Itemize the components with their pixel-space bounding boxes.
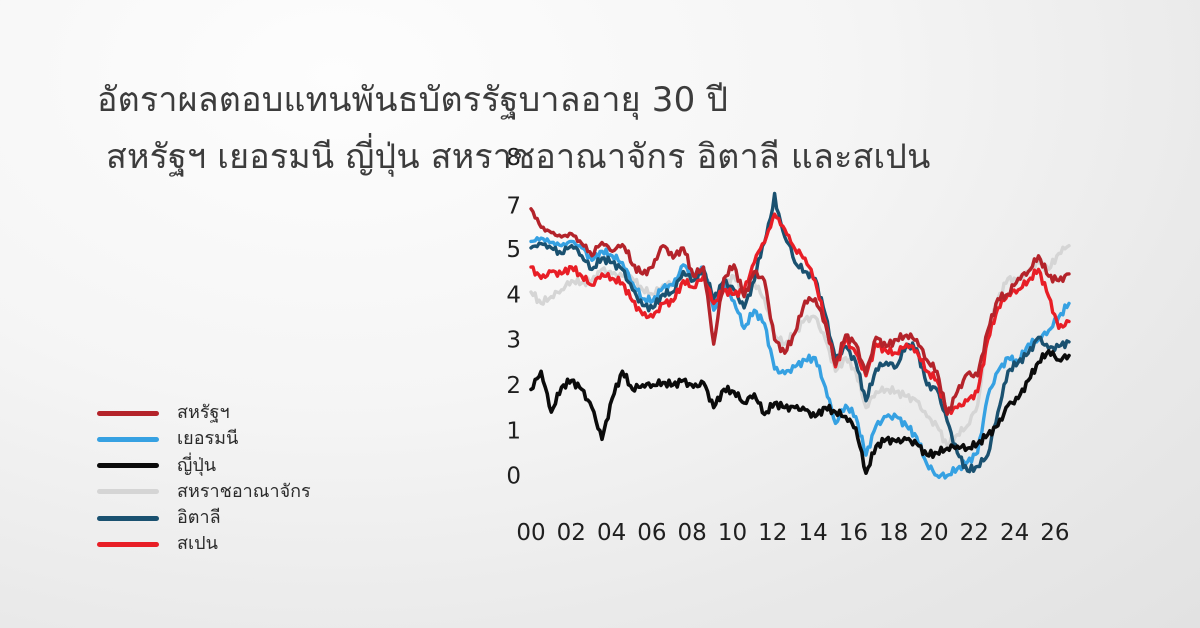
legend-item-us: สหรัฐฯ (97, 404, 311, 422)
japan-line-swatch (97, 463, 159, 469)
chart-title: อัตราผลตอบแทนพันธบัตรรัฐบาลอายุ 30 ปี สห… (97, 72, 931, 186)
y-axis-tick-7: 7 (506, 194, 521, 220)
chart-subtitle-countries: สหรัฐฯ เยอรมนี ญี่ปุ่น สหราชอาณาจักร อิต… (106, 137, 931, 177)
legend-label-spain: สเปน (177, 533, 218, 555)
x-axis-tick-24: 24 (1000, 520, 1029, 546)
x-axis-tick-20: 20 (919, 520, 948, 546)
x-axis-tick-12: 12 (758, 520, 787, 546)
italy-line-swatch (97, 515, 159, 521)
y-axis-tick-4: 4 (506, 282, 521, 308)
legend-item-germany: เยอรมนี (97, 430, 311, 448)
x-axis-tick-02: 02 (557, 520, 586, 546)
legend-item-uk: สหราชอาณาจักร (97, 480, 311, 502)
x-axis-tick-16: 16 (839, 520, 868, 546)
x-axis-tick-08: 08 (678, 520, 707, 546)
x-axis-tick-18: 18 (879, 520, 908, 546)
x-axis-tick-22: 22 (960, 520, 989, 546)
y-axis-tick-3: 3 (506, 328, 521, 354)
chart-title-line1: อัตราผลตอบแทนพันธบัตรรัฐบาลอายุ 30 ปี (97, 80, 729, 120)
legend-item-italy: อิตาลี (97, 509, 311, 527)
legend-label-us: สหรัฐฯ (177, 402, 230, 423)
line-series-japan (529, 349, 1071, 475)
spain-line-swatch (97, 541, 159, 547)
line-series-us (529, 207, 1071, 416)
legend-label-germany: เยอรมนี (177, 428, 239, 450)
legend-label-japan: ญี่ปุ่น (177, 454, 217, 476)
y-axis-tick-1: 1 (506, 418, 521, 444)
x-axis-tick-00: 00 (516, 520, 545, 546)
line-series-spain (529, 212, 1071, 415)
legend-item-japan: ญี่ปุ่น (97, 454, 311, 476)
germany-line-swatch (97, 436, 159, 442)
chart-legend: สหรัฐฯเยอรมนีญี่ปุ่นสหราชอาณาจักรอิตาลีส… (97, 404, 311, 562)
legend-label-uk: สหราชอาณาจักร (177, 480, 311, 502)
line-series-italy (529, 191, 1071, 474)
x-axis-tick-04: 04 (597, 520, 626, 546)
y-axis-tick-0: 0 (506, 464, 521, 490)
x-axis-tick-10: 10 (718, 520, 747, 546)
x-axis-tick-06: 06 (637, 520, 666, 546)
line-series-uk (529, 244, 1071, 448)
x-axis-tick-26: 26 (1040, 520, 1069, 546)
uk-line-swatch (97, 489, 159, 495)
legend-label-italy: อิตาลี (177, 507, 221, 529)
legend-item-spain: สเปน (97, 535, 311, 553)
y-axis-tick-5: 5 (506, 237, 521, 263)
y-axis-tick-2: 2 (506, 373, 521, 399)
us-line-swatch (97, 410, 159, 416)
y-axis-tick-8: 8 (506, 145, 521, 171)
x-axis-tick-14: 14 (798, 520, 827, 546)
